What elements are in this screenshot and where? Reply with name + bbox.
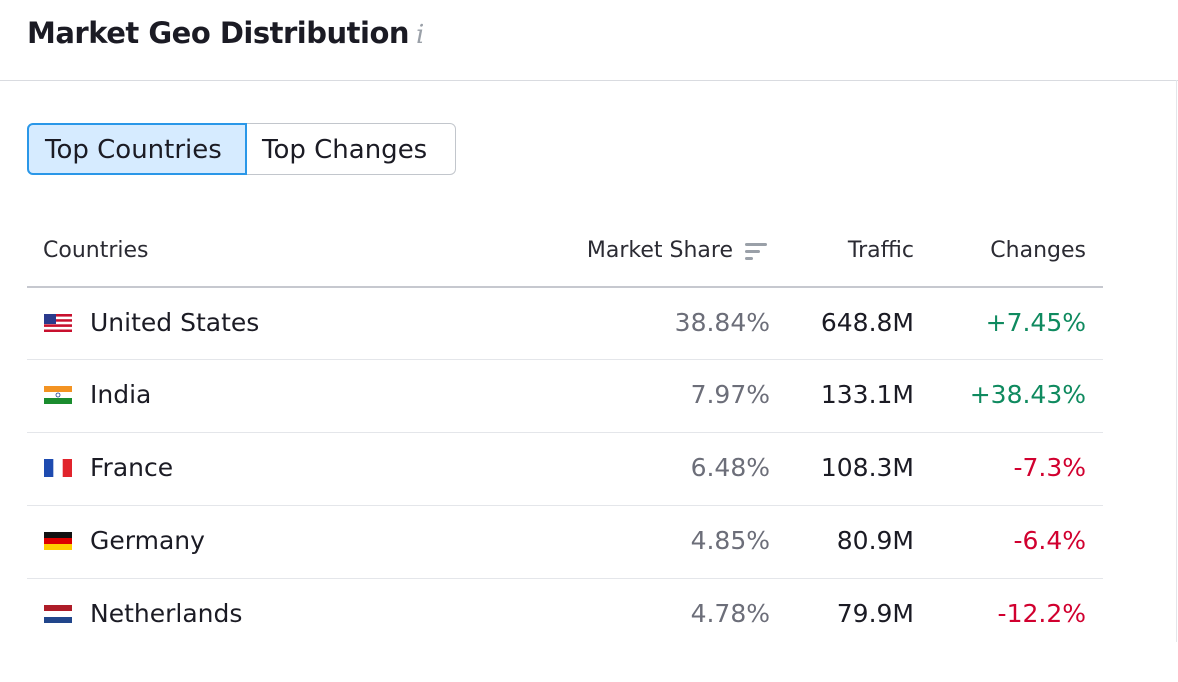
flag [44, 386, 72, 404]
flag [44, 459, 72, 477]
column-header: Changes [990, 238, 1086, 263]
tab[interactable]: Top Changes [246, 123, 456, 175]
column-header[interactable]: Market Share [586, 238, 733, 263]
country: Germany [90, 526, 205, 555]
tab[interactable]: Top Countries [27, 123, 247, 175]
traffic: 133.1M [820, 380, 914, 409]
flag [44, 532, 72, 550]
divider [0, 80, 1178, 81]
traffic: 79.9M [836, 599, 914, 628]
traffic: 80.9M [836, 526, 914, 555]
header-line [27, 286, 1103, 288]
market-share: 4.78% [690, 599, 770, 628]
column-header: Countries [43, 238, 149, 263]
border [1176, 80, 1177, 642]
change: +38.43% [969, 380, 1086, 409]
row-line [27, 578, 1103, 579]
market-share: 38.84% [674, 308, 770, 337]
info-icon[interactable]: i [416, 20, 425, 50]
title: Market Geo Distribution [27, 16, 410, 50]
change: -7.3% [1013, 453, 1086, 482]
country: United States [90, 308, 260, 337]
market-share: 6.48% [690, 453, 770, 482]
row-line [27, 359, 1103, 360]
country: France [90, 453, 174, 482]
country: India [90, 380, 152, 409]
traffic: 648.8M [820, 308, 914, 337]
market-share: 4.85% [690, 526, 770, 555]
row-line [27, 505, 1103, 506]
flag [44, 605, 72, 623]
column-header: Traffic [847, 238, 914, 263]
change: -6.4% [1013, 526, 1086, 555]
country: Netherlands [90, 599, 243, 628]
change: +7.45% [985, 308, 1086, 337]
flag [44, 314, 72, 332]
row-line [27, 432, 1103, 433]
traffic: 108.3M [820, 453, 914, 482]
change: -12.2% [997, 599, 1086, 628]
sort-icon[interactable] [745, 242, 769, 262]
market-share: 7.97% [690, 380, 770, 409]
